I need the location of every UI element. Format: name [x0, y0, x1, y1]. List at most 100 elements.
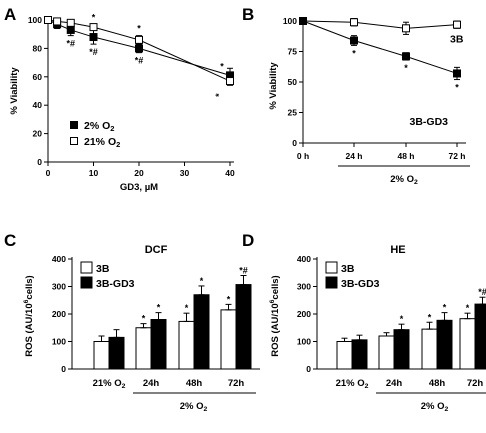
- significance-label: *: [352, 48, 356, 58]
- series-label-3b-gd3: 3B-GD3: [409, 116, 448, 128]
- chart-title: DCF: [145, 244, 168, 256]
- significance-label: *: [157, 303, 161, 313]
- series-label-3b: 3B: [450, 34, 464, 46]
- data-point: [226, 77, 234, 86]
- x-category-label: 72h: [228, 378, 245, 389]
- significance-label: *: [185, 303, 189, 313]
- series-line: [302, 20, 458, 74]
- significance-label: *: [142, 314, 146, 324]
- y-tick-label: 100: [28, 15, 42, 25]
- significance-label: *: [455, 83, 459, 93]
- significance-label: *: [200, 276, 204, 286]
- chart-b: 0 25 50 75 100 0 h 24 h 48 h 72 h 2% O2​ % Viabili…: [268, 16, 470, 186]
- bracket-label: 2% O2​: [180, 401, 208, 413]
- significance-label: *: [428, 312, 432, 322]
- legend-swatch-3b-gd3: [80, 276, 93, 289]
- y-tick-label: 200: [52, 309, 66, 319]
- bar: [459, 318, 476, 370]
- x-category-label: 21% O2​: [93, 378, 126, 390]
- y-tick-label: 80: [33, 43, 43, 53]
- significance-label: *: [92, 12, 96, 22]
- bar: [150, 319, 167, 370]
- bar: [93, 341, 110, 370]
- legend-swatch-2pct: [70, 121, 78, 129]
- y-tick-label: 50: [288, 77, 298, 87]
- x-tick-label: 24 h: [345, 151, 362, 161]
- y-axis-label: ROS (AU/106​cells): [269, 275, 281, 356]
- legend-label: 3B: [341, 263, 355, 275]
- chart-c: 0 100 200 300 400 ROS (AU/106​cells) DCF * * * * * *…: [23, 244, 260, 413]
- y-tick-label: 0: [306, 364, 311, 374]
- y-tick-label: 0: [61, 364, 66, 374]
- legend-swatch-21pct: [70, 137, 78, 145]
- legend-label: 3B-GD3: [96, 278, 135, 290]
- bar: [193, 294, 210, 370]
- significance-label: *: [214, 93, 224, 97]
- significance-label: *: [220, 61, 224, 71]
- legend-swatch-3b-gd3: [325, 276, 338, 289]
- y-tick-label: 200: [297, 309, 311, 319]
- y-tick-label: 100: [52, 337, 66, 347]
- x-axis-label: GD3, µM: [120, 182, 158, 193]
- x-tick-label: 40: [225, 168, 235, 178]
- x-tick-label: 20: [134, 168, 144, 178]
- data-point: [135, 35, 143, 44]
- legend-label: 2% O2​: [84, 120, 114, 133]
- data-point: [66, 25, 75, 34]
- y-tick-label: 0: [292, 138, 297, 148]
- x-tick-label: 0 h: [297, 151, 309, 161]
- y-tick-label: 300: [297, 282, 311, 292]
- y-tick-label: 300: [52, 282, 66, 292]
- data-point: [66, 18, 75, 27]
- bar: [178, 320, 195, 370]
- y-tick-label: 60: [33, 72, 43, 82]
- data-point: [299, 17, 307, 25]
- data-point: [402, 52, 410, 61]
- y-tick-label: 40: [33, 100, 43, 110]
- x-category-label: 72h: [467, 378, 484, 389]
- bar: [108, 336, 125, 370]
- y-tick-label: 25: [288, 108, 298, 118]
- y-tick-label: 20: [33, 129, 43, 139]
- bar: [474, 303, 486, 370]
- significance-label: *#: [135, 56, 144, 66]
- panel-letter-b: B: [242, 5, 254, 24]
- bar: [220, 309, 237, 370]
- x-tick-label: 48 h: [397, 151, 414, 161]
- significance-label: *: [227, 294, 231, 304]
- significance-label: *: [137, 24, 141, 34]
- chart-a: 0 20 40 60 80 100 0 10 20 30 40 % Viability GD3, µM *…: [9, 12, 235, 193]
- significance-label: *: [443, 303, 447, 313]
- bar: [436, 319, 453, 370]
- x-tick-label: 0: [46, 168, 51, 178]
- legend-label: 21% O2​: [84, 136, 120, 149]
- y-tick-label: 400: [52, 254, 66, 264]
- y-axis-label: % Viability: [9, 67, 20, 115]
- legend-label: 3B: [96, 263, 110, 275]
- bar: [135, 327, 152, 370]
- y-tick-label: 75: [288, 47, 298, 57]
- x-tick-label: 72 h: [448, 151, 465, 161]
- y-axis-label: ROS (AU/106​cells): [23, 275, 35, 356]
- y-tick-label: 0: [37, 157, 42, 167]
- data-point: [453, 69, 461, 78]
- x-category-label: 24h: [143, 378, 160, 389]
- data-point: [89, 23, 98, 32]
- panel-letter-d: D: [242, 231, 254, 250]
- y-axis-label: % Viability: [268, 62, 279, 110]
- bar: [235, 284, 252, 370]
- chart-title: HE: [390, 244, 405, 256]
- data-point: [453, 20, 461, 29]
- x-category-label: 48h: [429, 378, 446, 389]
- y-tick-label: 400: [297, 254, 311, 264]
- y-tick-label: 100: [283, 16, 297, 26]
- data-point: [89, 33, 98, 42]
- x-tick-label: 10: [89, 168, 99, 178]
- legend-swatch-3b: [325, 261, 338, 274]
- x-category-label: 21% O2​: [336, 378, 369, 390]
- bar: [378, 335, 395, 370]
- significance-label: *: [400, 314, 404, 324]
- panel-letter-a: A: [4, 5, 16, 24]
- significance-label: *#: [478, 287, 486, 297]
